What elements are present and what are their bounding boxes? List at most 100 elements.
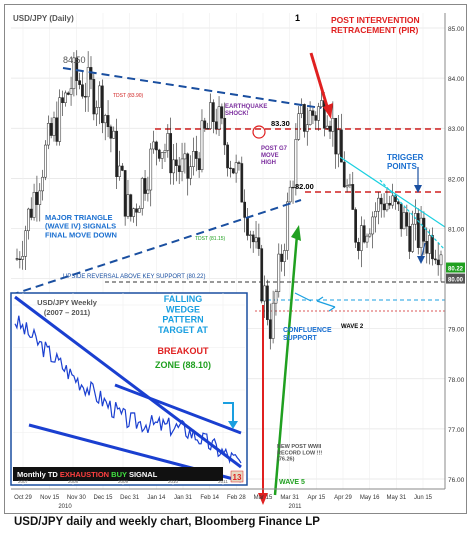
annotation-label: FALLING WEDGE PATTERN TARGET AT (158, 294, 208, 335)
candle-body (320, 100, 323, 107)
candle-body (35, 191, 39, 205)
candle-body (288, 186, 292, 203)
triangle-upper-trendline (62, 67, 322, 109)
x-tick-label: Mar 15 (254, 495, 273, 501)
inset-year-label: 2008 (68, 479, 79, 484)
candle-body (331, 117, 335, 132)
candle-body (140, 178, 144, 209)
x-tick-label: May 16 (360, 495, 380, 501)
candle-body (183, 153, 187, 160)
annotation-label: 82.00 (295, 182, 314, 191)
x-tick-label: Apr 29 (334, 495, 352, 501)
candle-body (220, 106, 224, 119)
candle-body (294, 139, 298, 188)
annotation-labels: 1 POST INTERVENTION RETRACEMENT (PIR) 84.50… (13, 13, 424, 486)
candle-body (186, 153, 190, 179)
candle-body (83, 96, 87, 98)
candle-body (248, 234, 252, 236)
candle-body (365, 235, 369, 243)
candle-body (217, 106, 221, 130)
weekly-chart-title: USD/JPY Weekly (2007 – 2011) (37, 298, 98, 317)
candle-body (297, 113, 301, 140)
candle-body (38, 190, 42, 205)
candle-body (340, 129, 343, 163)
candle-body (243, 201, 247, 218)
y-tick-label: 82.00 (448, 176, 465, 183)
candle-body (126, 194, 130, 217)
candle-body (234, 162, 238, 174)
candle-body (223, 117, 227, 146)
candle-body (209, 102, 212, 129)
price-tag-label: 80.22 (448, 267, 464, 273)
inset-year-axis: 2007 2008 2009 2010 2011 (18, 479, 228, 484)
td-signal-label: Monthly TD EXHAUSTION BUY SIGNAL (17, 470, 158, 479)
candle-body (357, 242, 360, 251)
x-tick-label: Jan 31 (174, 495, 193, 501)
candle-body (396, 201, 400, 205)
candle-body (351, 184, 355, 210)
annotation-label: TDST (81.15) (195, 236, 226, 242)
candle-body (416, 213, 420, 248)
annotation-label: TRIGGER POINTS (387, 153, 424, 171)
price-tags: 80.22 80.00 (446, 262, 465, 284)
candle-body (334, 117, 338, 155)
annotation-label: CONFLUENCE SUPPORT (283, 327, 332, 342)
triangle-lower-trendline (10, 199, 302, 296)
inset-year-label: 2007 (18, 479, 29, 484)
y-tick-label: 76.00 (448, 477, 465, 484)
candle-body (342, 161, 346, 188)
y-tick-label: 81.00 (448, 226, 465, 233)
candle-body (436, 259, 440, 266)
candle-body (405, 212, 409, 227)
annotation-label: 1 (295, 13, 300, 23)
candle-body (425, 241, 429, 254)
candle-body (433, 258, 437, 261)
wave5-arrow-head (291, 225, 301, 241)
candle-body (399, 203, 403, 230)
candle-body (402, 212, 406, 230)
confluence-pointer (316, 296, 336, 312)
candle-body (314, 115, 318, 121)
candle-body (311, 110, 315, 116)
x-tick-label: Dec 15 (93, 495, 113, 501)
x-tick-label: Feb 14 (200, 495, 219, 501)
candle-body (419, 217, 423, 248)
daily-chart-title: USD/JPY (Daily) (13, 14, 74, 23)
candle-body (115, 130, 118, 177)
annotation-label: WAVE 5 (279, 479, 305, 486)
pir-arrow-head (323, 103, 333, 119)
y-tick-label: 85.00 (448, 26, 465, 33)
candle-body (177, 165, 181, 172)
candle-body (92, 79, 96, 115)
candle-body (200, 120, 204, 170)
candle-body (86, 67, 90, 98)
x-year-label: 2010 (58, 504, 72, 510)
candle-body (348, 184, 352, 186)
candle-body (214, 121, 218, 130)
candle-body (49, 123, 53, 136)
candle-body (308, 110, 312, 126)
price-tag-box (446, 262, 465, 273)
td-13-box (230, 470, 244, 483)
candle-body (263, 285, 266, 302)
earthquake-circle (252, 125, 266, 139)
candle-body (61, 97, 64, 103)
candle-body (359, 225, 363, 251)
x-tick-label: Dec 31 (120, 495, 140, 501)
trendlines (10, 52, 446, 505)
candle-body (160, 152, 164, 159)
y-tick-label: 83.00 (448, 126, 465, 133)
price-tag-label: 80.00 (448, 278, 464, 284)
candle-body (251, 234, 255, 243)
trigger-trendline-lower (379, 179, 446, 251)
candle-body (439, 254, 443, 266)
x-tick-label: Mar 31 (280, 495, 299, 501)
candle-body (240, 163, 244, 203)
candle-body (69, 88, 73, 95)
candle-body (266, 285, 269, 320)
candle-body (197, 158, 201, 170)
candle-body (21, 256, 25, 260)
candle-body (41, 176, 44, 192)
breakout-line (114, 383, 242, 435)
candle-body (345, 185, 349, 188)
